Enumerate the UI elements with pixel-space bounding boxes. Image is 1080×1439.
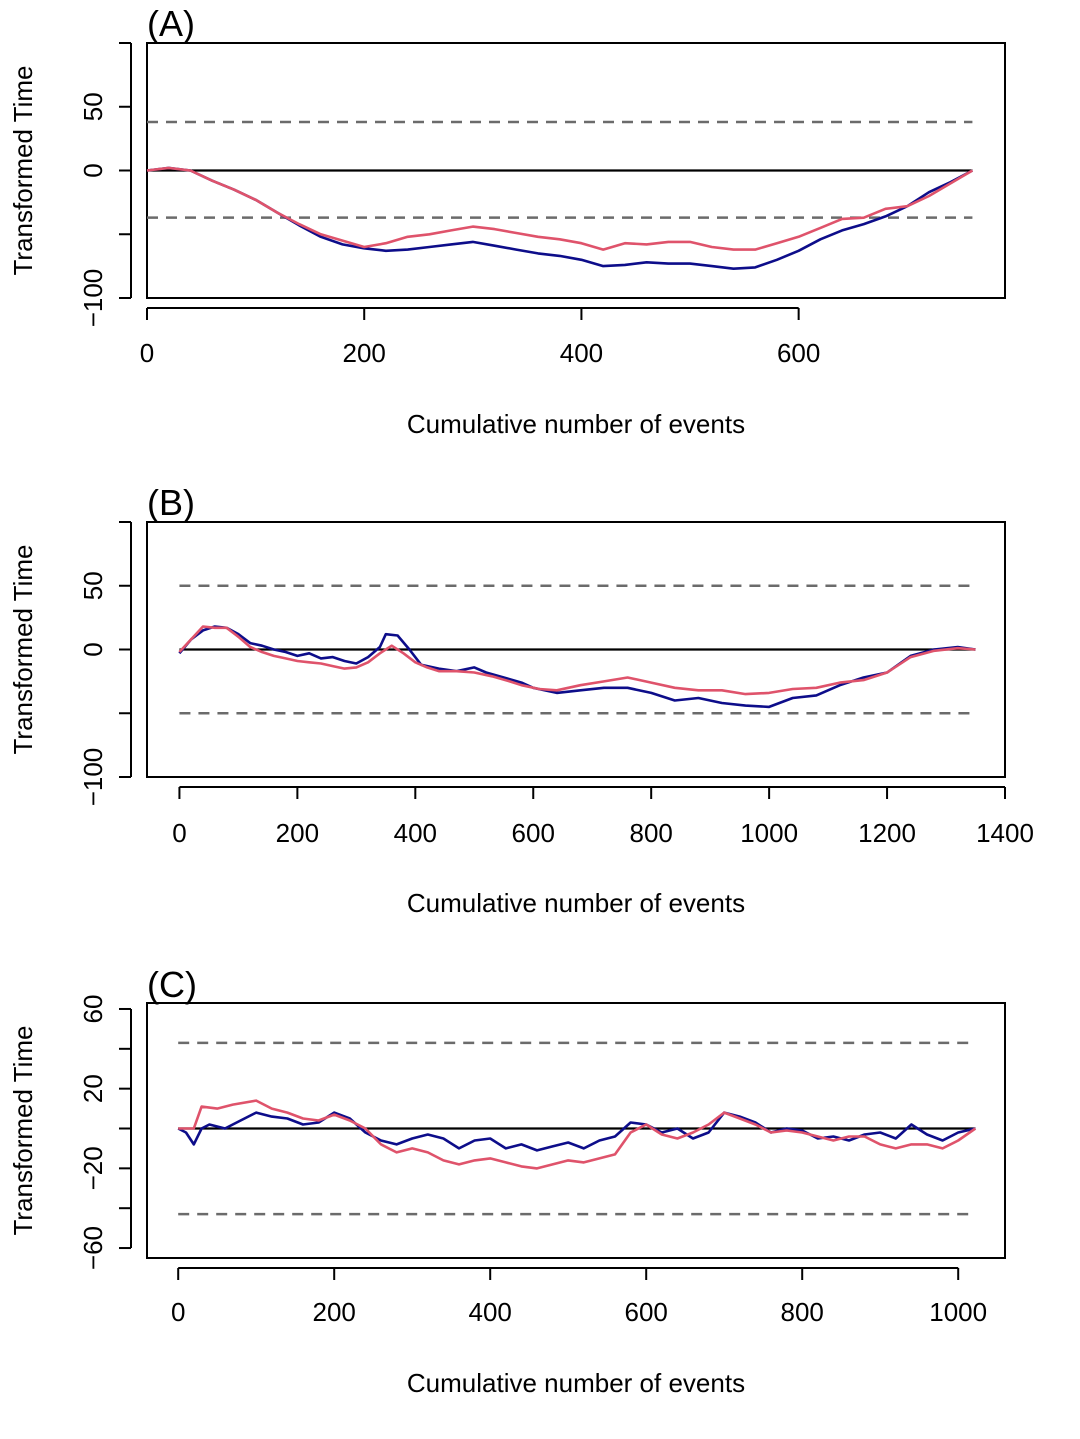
y-tick-label: −100 (78, 748, 108, 807)
y-axis-title: Transformed Time (8, 1026, 38, 1236)
x-tick-label: 0 (140, 338, 154, 368)
series-line-blue (178, 625, 976, 709)
y-axis-title: Transformed Time (8, 66, 38, 276)
series-line-blue (177, 1111, 976, 1152)
x-tick-label: 0 (172, 818, 186, 848)
plot-frame (146, 521, 1006, 778)
x-tick-label: 600 (625, 1297, 668, 1327)
x-tick-label: 400 (394, 818, 437, 848)
x-tick-label: 1000 (929, 1297, 987, 1327)
x-tick-label: 400 (469, 1297, 512, 1327)
x-axis-title: Cumulative number of events (407, 1368, 745, 1398)
x-tick-label: 200 (313, 1297, 356, 1327)
x-tick-label: 0 (171, 1297, 185, 1327)
y-tick-label: 50 (78, 571, 108, 600)
chart-panel-b: 0 200 400 600 800 1000 1200 1400 −100 0 50 Transfor… (8, 482, 1034, 918)
y-tick-label: 50 (78, 92, 108, 121)
x-tick-label: 600 (777, 338, 820, 368)
x-tick-label: 1200 (858, 818, 916, 848)
x-tick-label: 1400 (976, 818, 1034, 848)
y-tick-label: 60 (78, 995, 108, 1024)
x-axis-title: Cumulative number of events (407, 888, 745, 918)
series-line-red (178, 625, 976, 696)
y-axis-title: Transformed Time (8, 545, 38, 755)
y-tick-label: −60 (78, 1226, 108, 1270)
panel-label: (A) (147, 3, 195, 44)
chart-panel-c: 0 200 400 600 800 1000 −60 −20 20 60 Transformed T… (8, 964, 1006, 1398)
panel-label: (B) (147, 482, 195, 523)
y-tick-label: −100 (78, 269, 108, 328)
y-tick-label: 0 (78, 163, 108, 177)
plot-frame (146, 1002, 1006, 1259)
series-line-red (178, 1099, 977, 1170)
x-tick-label: 600 (512, 818, 555, 848)
x-tick-label: 200 (276, 818, 319, 848)
x-tick-label: 800 (629, 818, 672, 848)
series-line-red (146, 166, 974, 251)
x-tick-label: 800 (781, 1297, 824, 1327)
x-axis-title: Cumulative number of events (407, 409, 745, 439)
y-tick-label: 0 (78, 642, 108, 656)
y-tick-label: 20 (78, 1074, 108, 1103)
x-tick-label: 200 (343, 338, 386, 368)
y-tick-label: −20 (78, 1146, 108, 1190)
chart-panel-a: 0 200 400 600 −100 0 50 Transformed Time Cumulat… (8, 3, 1006, 439)
x-tick-label: 400 (560, 338, 603, 368)
panel-label: (C) (147, 964, 197, 1005)
x-tick-label: 1000 (740, 818, 798, 848)
